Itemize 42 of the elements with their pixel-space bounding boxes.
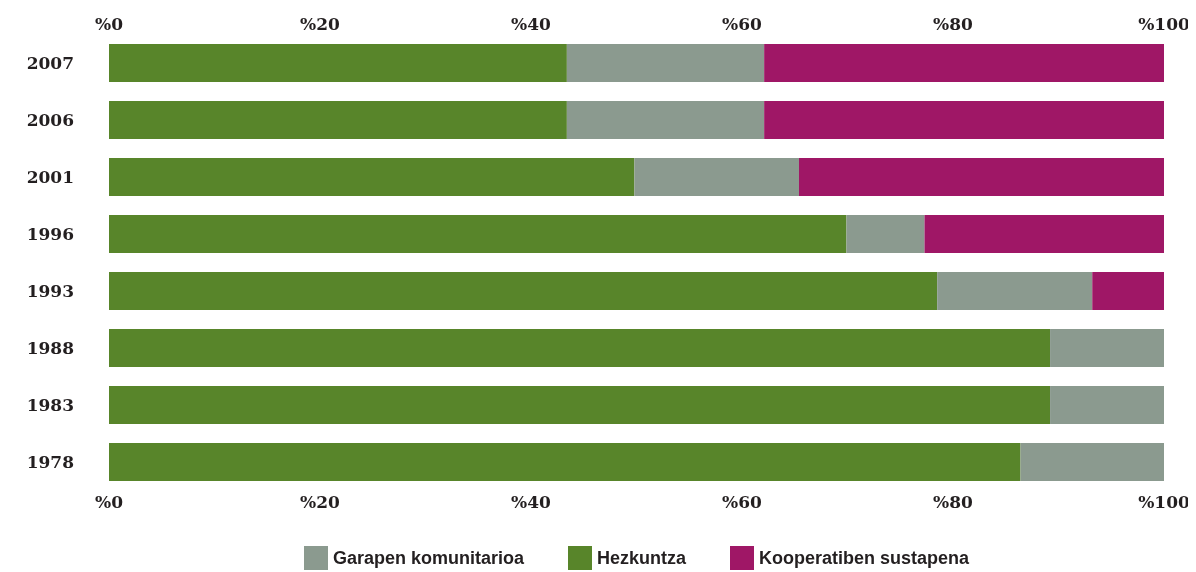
- bar: [1050, 386, 1164, 424]
- bar: [109, 215, 847, 253]
- y-tick-label: 1996: [26, 223, 74, 244]
- bar: [798, 158, 1164, 196]
- x-tick-label: %0: [95, 14, 124, 34]
- bar: [1050, 329, 1164, 367]
- x2-tick-label: %20: [300, 492, 341, 513]
- x2-tick-label: %0: [95, 492, 124, 513]
- bar: [846, 215, 925, 253]
- bar: [109, 272, 938, 310]
- legend-label: Hezkuntza: [597, 547, 687, 569]
- bar: [109, 443, 1021, 481]
- bar: [1092, 272, 1164, 310]
- legend-label: Kooperatiben sustapena: [759, 547, 970, 569]
- y-tick-label: 2001: [26, 166, 74, 187]
- x-tick-label: %40: [511, 14, 552, 34]
- bar: [109, 386, 1051, 424]
- x-tick-label: %60: [722, 14, 763, 34]
- bar: [764, 44, 1164, 82]
- x2-tick-label: %80: [933, 492, 974, 513]
- bar: [566, 44, 765, 82]
- y-tick-label: 2006: [26, 109, 74, 130]
- bar: [109, 101, 567, 139]
- bar: [109, 158, 635, 196]
- y-tick-label: 1983: [26, 394, 74, 415]
- bar: [924, 215, 1164, 253]
- x-tick-label: %80: [933, 14, 974, 34]
- bar: [1020, 443, 1164, 481]
- bar: [937, 272, 1093, 310]
- x2-tick-label: %60: [722, 492, 763, 513]
- y-tick-label: 1978: [26, 451, 74, 472]
- x-tick-label: %20: [300, 14, 341, 34]
- y-tick-label: 1993: [26, 280, 74, 301]
- bar: [566, 101, 765, 139]
- y-tick-label: 2007: [26, 52, 74, 73]
- legend-label: Garapen komunitarioa: [332, 547, 524, 569]
- bar: [764, 101, 1164, 139]
- bar: [109, 44, 567, 82]
- x2-tick-label: %40: [511, 492, 552, 513]
- y-tick-label: 1988: [26, 337, 74, 358]
- bar: [109, 329, 1051, 367]
- bar: [634, 158, 799, 196]
